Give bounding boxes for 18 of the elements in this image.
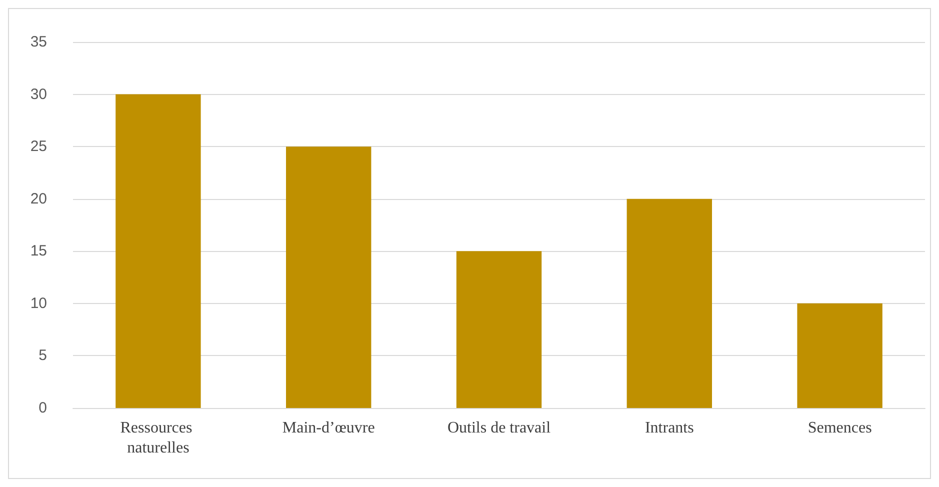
x-tick-label: Main-d’œuvre (282, 420, 375, 436)
y-tick-label: 10 (30, 294, 47, 312)
bar (286, 146, 372, 408)
y-tick-label: 30 (30, 86, 47, 103)
x-tick-label: Intrants (644, 420, 694, 436)
bar (626, 198, 712, 408)
y-tick-label: 20 (30, 190, 47, 208)
y-tick-label: 0 (38, 400, 47, 416)
bar (116, 94, 201, 408)
y-tick-label: 15 (30, 242, 47, 260)
y-tick-label: 35 (30, 34, 47, 50)
y-tick-label: 25 (30, 138, 47, 156)
x-tick-label: Outils de travail (447, 420, 552, 436)
bar (456, 251, 542, 408)
x-tick-label: Semences (808, 420, 872, 436)
y-tick-label: 5 (38, 347, 47, 364)
bar (797, 303, 882, 408)
x-tick-label: Ressources naturelles (120, 420, 196, 456)
